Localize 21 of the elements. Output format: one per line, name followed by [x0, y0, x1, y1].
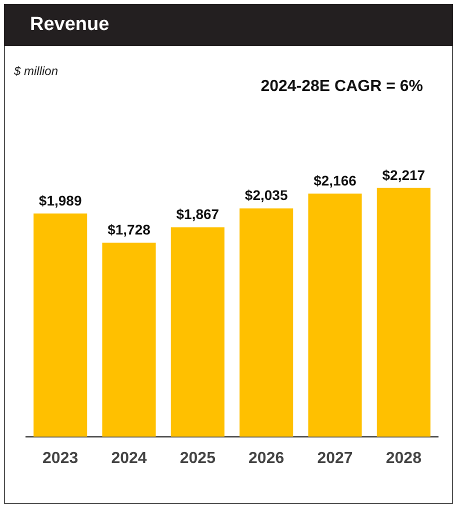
- x-tick-label: 2027: [317, 450, 353, 467]
- data-label: $2,166: [314, 172, 357, 188]
- data-label: $2,217: [382, 166, 426, 183]
- chart-title: Revenue: [4, 4, 453, 46]
- x-tick-label: 2026: [248, 450, 284, 467]
- data-label: $2,035: [244, 187, 288, 204]
- bar: [102, 242, 156, 437]
- x-tick-label: 2023: [42, 450, 78, 467]
- bar: [308, 194, 362, 437]
- data-label: $1,989: [38, 192, 82, 208]
- bar: [240, 208, 294, 437]
- text: $ million: [14, 64, 58, 78]
- bar: [376, 188, 430, 437]
- text: 2024-28E CAGR = 6%: [260, 78, 423, 96]
- x-tick-label: 2024: [111, 450, 147, 467]
- x-tick-label: 2025: [180, 450, 216, 467]
- data-label: $1,728: [108, 222, 151, 238]
- data-label: $1,867: [176, 206, 220, 222]
- bar: [170, 227, 224, 437]
- bar: [34, 214, 88, 437]
- x-tick-label: 2028: [386, 450, 422, 467]
